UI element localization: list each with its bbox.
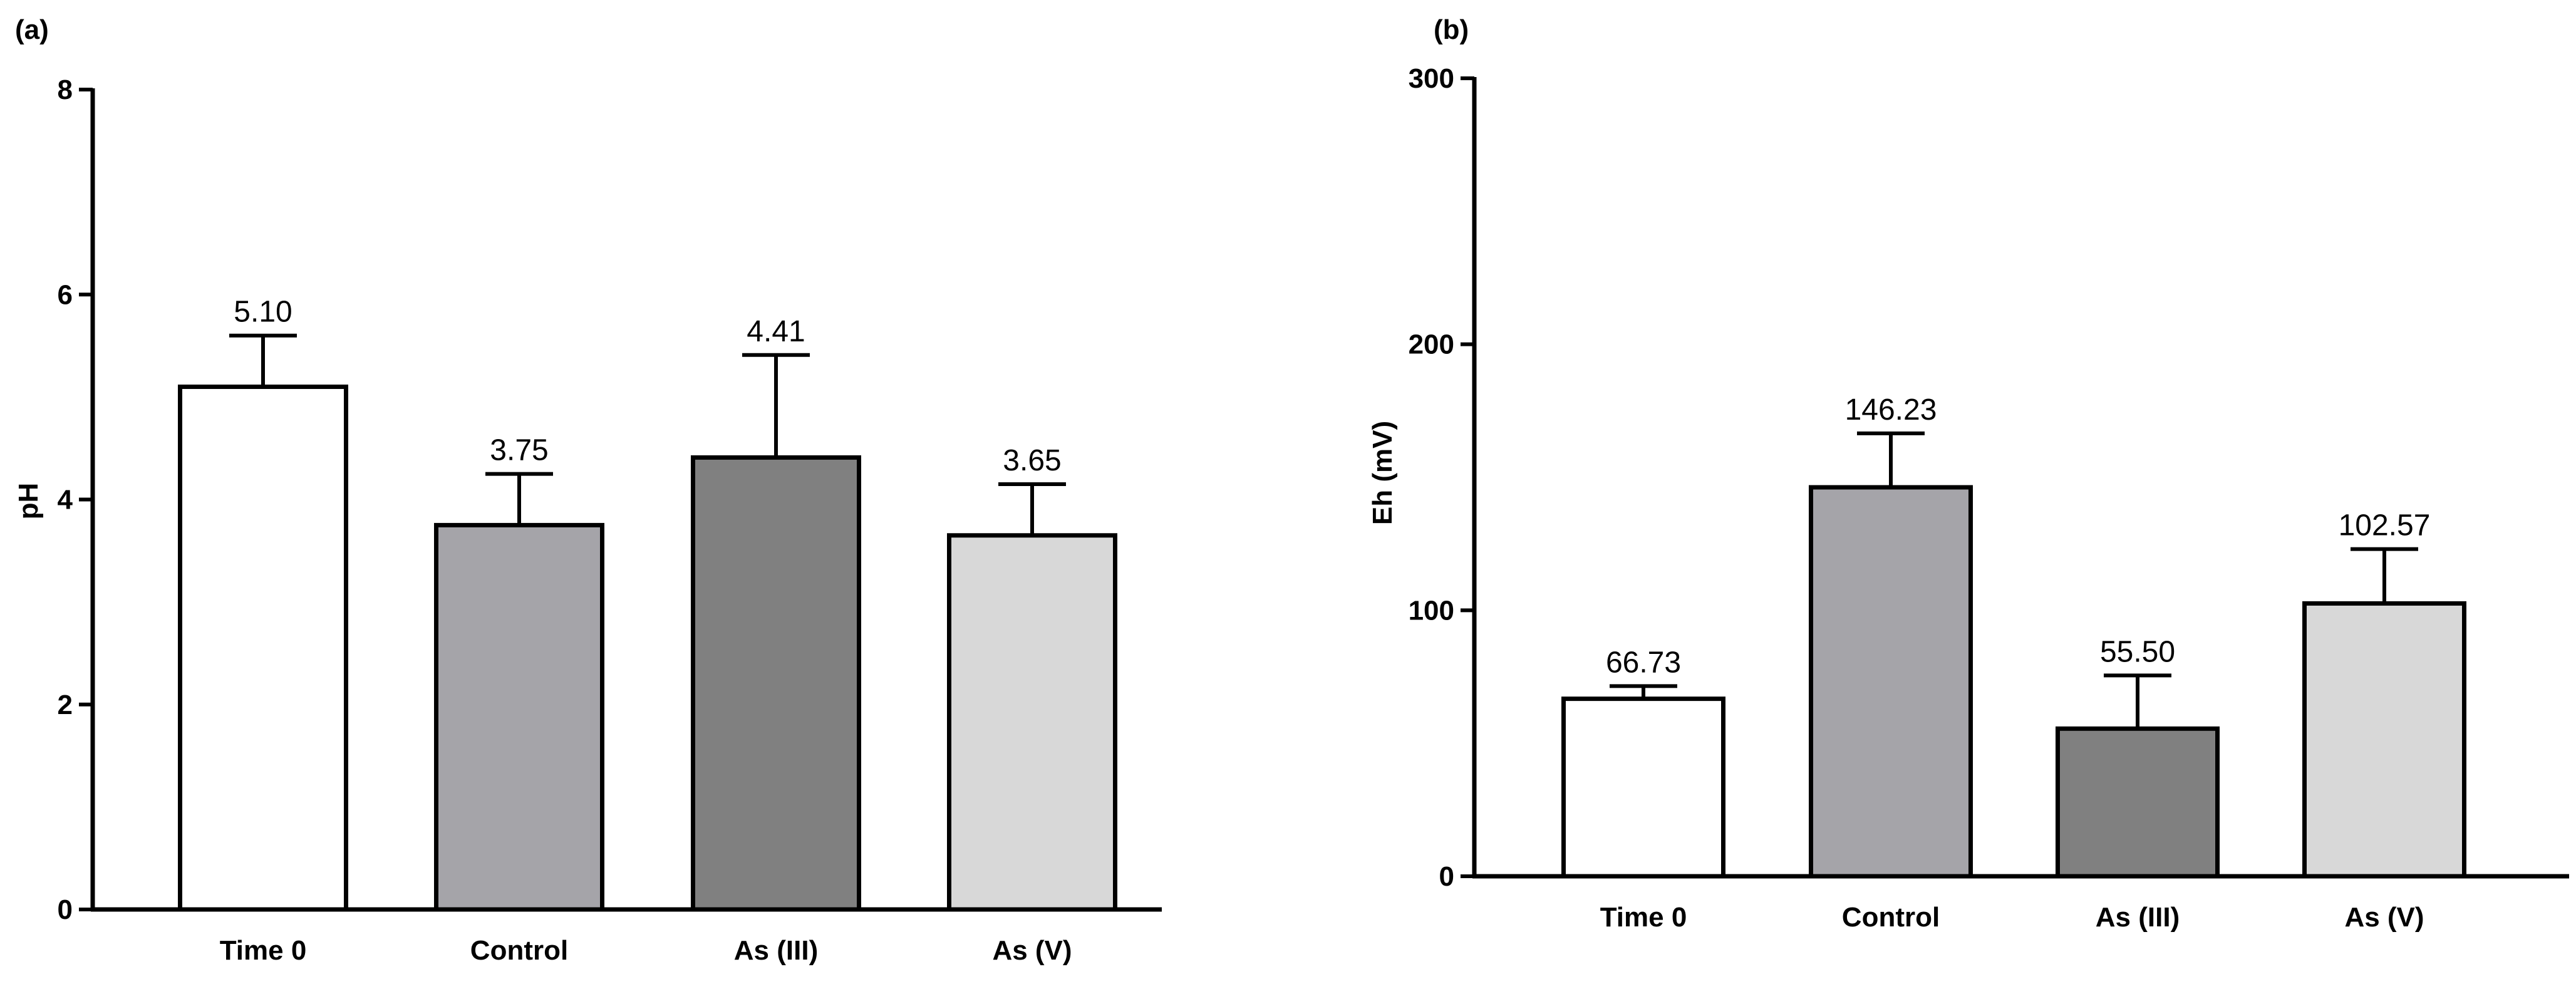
panel-a-y-tick-label: 0 — [58, 894, 73, 925]
panel-a-category-label: Control — [470, 935, 568, 966]
panel-b-bar — [1809, 485, 1973, 879]
panel-a-bar — [434, 522, 604, 912]
panel-a-value-label: 4.41 — [747, 315, 805, 348]
panel-a-y-tick-label: 6 — [58, 279, 73, 310]
panel-b-letter: (b) — [1434, 14, 1469, 45]
panel-a-value-label: 5.10 — [234, 296, 292, 329]
panel-b-value-label: 146.23 — [1845, 393, 1937, 427]
panel-b-y-tick-label: 0 — [1439, 861, 1454, 892]
panel-a-value-label: 3.65 — [1003, 444, 1061, 477]
panel-b-category-label: Time 0 — [1600, 902, 1687, 933]
panel-b-category-label: As (III) — [2096, 902, 2180, 933]
panel-b-value-label: 102.57 — [2339, 509, 2431, 542]
panel-a-y-tick-label: 4 — [58, 485, 73, 515]
panel-a-category-label: Time 0 — [220, 935, 307, 966]
panel-b-y-axis-title: Eh (mV) — [1367, 421, 1398, 525]
chart-panel-a: (a) pH 0 2 4 6 8 5.10 Time 0 3.75 Control 4.41 As … — [13, 14, 1162, 966]
chart-panel-b: (b) Eh (mV) 0 100 200 300 66.73 Time 0 146.23 C… — [1367, 14, 2569, 933]
panel-b-y-tick-label: 100 — [1409, 595, 1454, 626]
panel-a-bar — [178, 385, 348, 912]
panel-a-bar — [947, 533, 1117, 912]
panel-a-y-axis-title: pH — [13, 483, 44, 520]
panel-b-value-label: 66.73 — [1606, 646, 1681, 679]
panel-a-category-label: As (III) — [734, 935, 818, 966]
panel-a-bar — [691, 455, 861, 912]
panel-b-value-label: 55.50 — [2100, 635, 2175, 668]
panel-a-value-label: 3.75 — [490, 434, 548, 467]
panel-a-y-tick-label: 8 — [58, 75, 73, 105]
panel-a-letter: (a) — [15, 14, 49, 45]
panel-a-category-label: As (V) — [992, 935, 1072, 966]
panel-b-category-label: As (V) — [2344, 902, 2424, 933]
panel-b-y-tick-label: 200 — [1409, 329, 1454, 360]
panel-b-bar — [2056, 726, 2220, 879]
panel-b-category-label: Control — [1842, 902, 1940, 933]
panel-b-y-tick-label: 300 — [1409, 63, 1454, 94]
panel-a-y-tick-label: 2 — [58, 690, 73, 720]
panel-b-bar — [2302, 601, 2466, 879]
panel-b-bar — [1561, 697, 1725, 879]
